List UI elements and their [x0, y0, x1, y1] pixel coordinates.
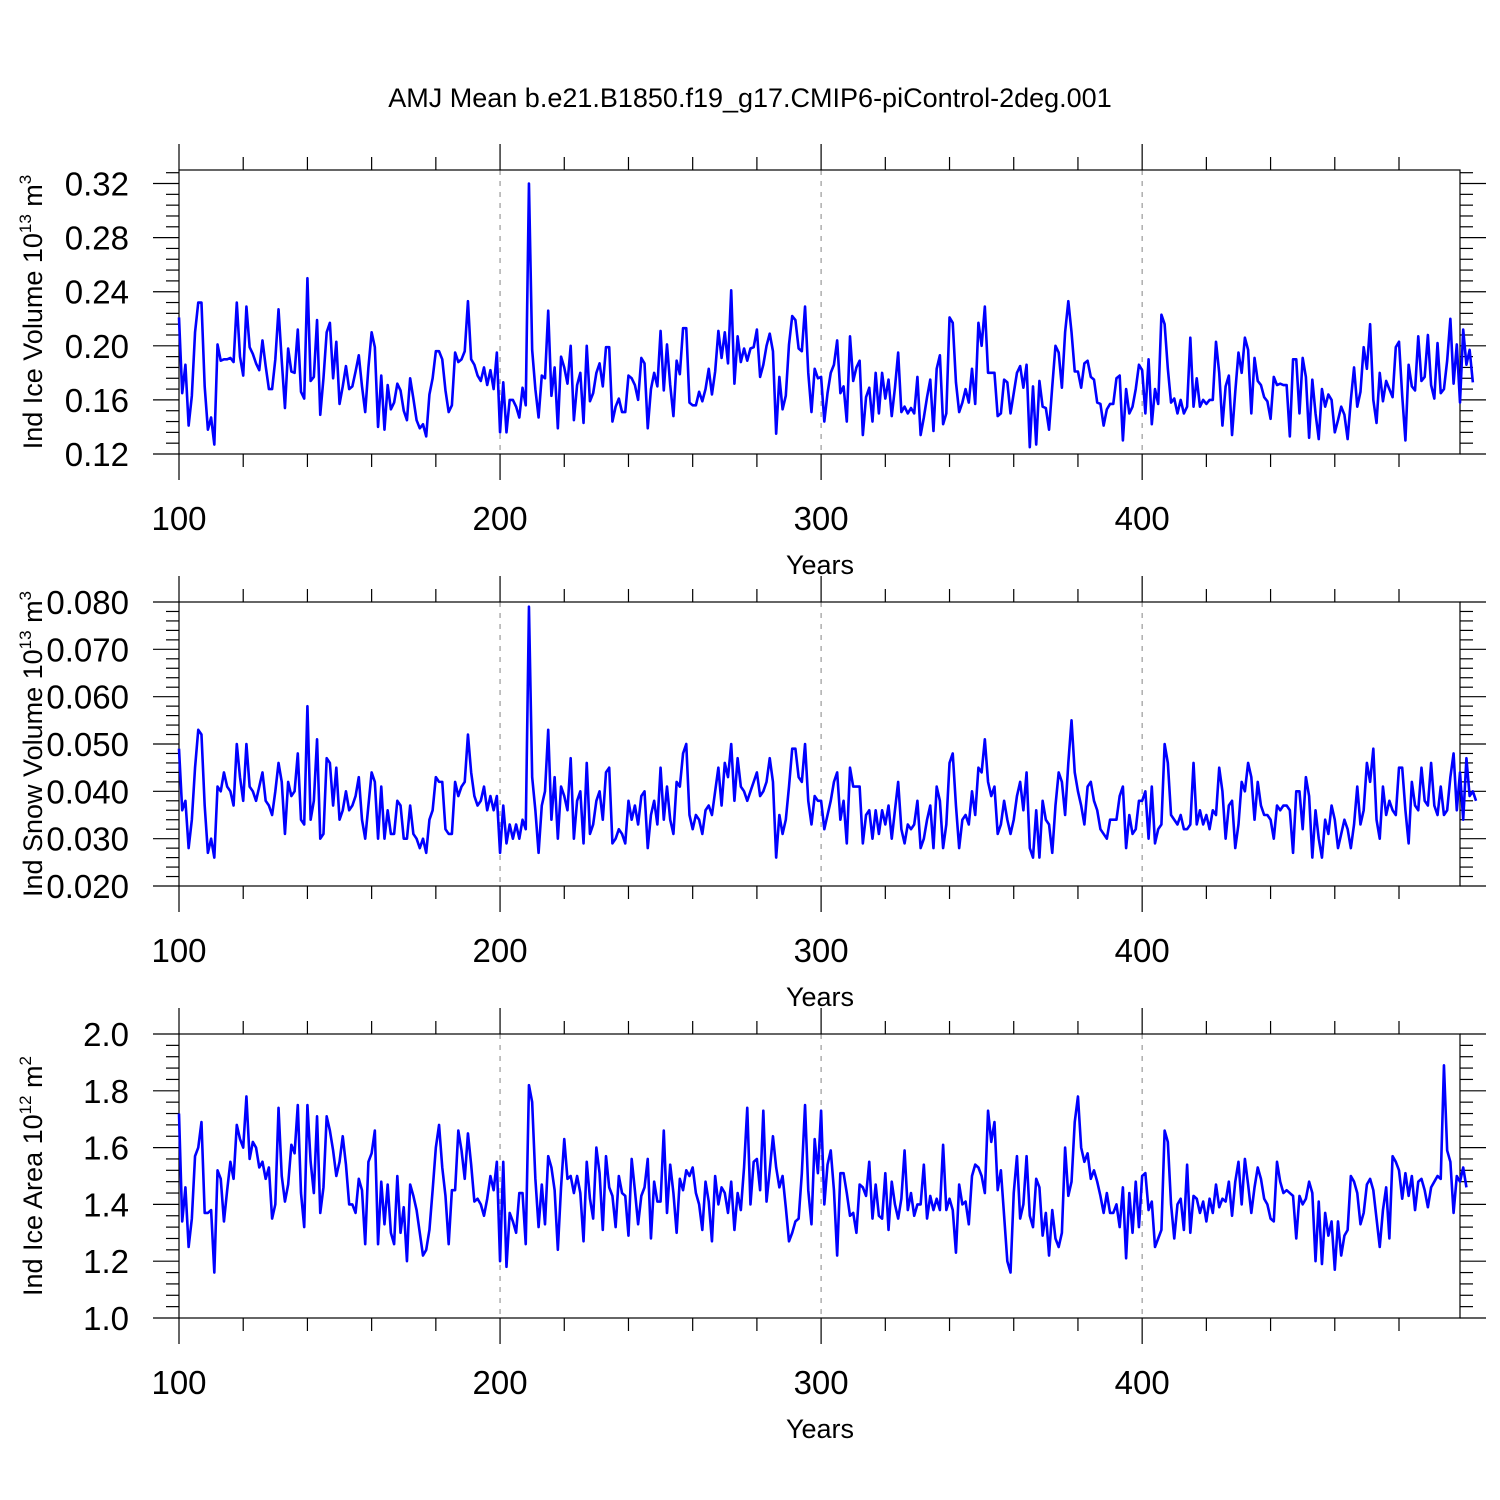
y-tick-label: 0.32 [65, 166, 129, 203]
x-tick-label: 200 [473, 500, 528, 537]
plot-frame [178, 1033, 1461, 1319]
x-tick-label: 300 [794, 1364, 849, 1401]
y-tick-label: 1.0 [83, 1300, 129, 1337]
y-tick-label: 0.040 [46, 773, 129, 810]
series-line [177, 605, 1478, 859]
y-tick-label: 0.070 [46, 631, 129, 668]
panel-2: 100 200 300 400 Years 0.020 0.030 0.040 0.050 0.0… [16, 576, 1486, 1012]
chart-title: AMJ Mean b.e21.B1850.f19_g17.CMIP6-piCon… [388, 83, 1111, 113]
x-tick-label: 400 [1115, 932, 1170, 969]
series-line [177, 1063, 1468, 1274]
plot-frame [178, 169, 1461, 455]
x-axis-label: Years [786, 550, 854, 580]
y-tick-label: 1.2 [83, 1243, 129, 1280]
plot-frame [178, 601, 1461, 887]
panel-1: 100 200 300 400 Years 0.12 0.16 0.20 0.24 0.28 0.3… [16, 144, 1486, 580]
y-axis-label: Ind Ice Area 1012 m2 [16, 1056, 48, 1296]
y-tick-label: 0.16 [65, 382, 129, 419]
y-tick-label: 0.050 [46, 726, 129, 763]
y-tick-label: 1.8 [83, 1073, 129, 1110]
y-tick-label: 0.20 [65, 328, 129, 365]
x-axis-label: Years [786, 1414, 854, 1444]
series-line [177, 182, 1475, 449]
y-axis-label: Ind Snow Volume 1013 m3 [16, 591, 48, 897]
x-axis-label: Years [786, 982, 854, 1012]
x-tick-label: 100 [151, 932, 206, 969]
y-tick-label: 0.020 [46, 868, 129, 905]
x-tick-label: 200 [473, 1364, 528, 1401]
y-tick-label: 2.0 [83, 1016, 129, 1053]
y-tick-label: 0.12 [65, 436, 129, 473]
y-axis-label: Ind Ice Volume 1013 m3 [16, 175, 48, 450]
y-tick-label: 0.030 [46, 821, 129, 858]
x-tick-label: 100 [151, 500, 206, 537]
x-tick-label: 300 [794, 932, 849, 969]
x-tick-label: 100 [151, 1364, 206, 1401]
y-tick-label: 1.6 [83, 1130, 129, 1167]
panel-3: 100 200 300 400 Years 1.0 1.2 1.4 1.6 1.8 2.0 Ind I… [16, 1008, 1486, 1444]
y-tick-label: 0.060 [46, 679, 129, 716]
x-tick-label: 300 [794, 500, 849, 537]
x-tick-label: 200 [473, 932, 528, 969]
y-tick-label: 0.080 [46, 584, 129, 621]
x-tick-label: 400 [1115, 1364, 1170, 1401]
y-tick-label: 0.24 [65, 274, 129, 311]
y-tick-label: 0.28 [65, 220, 129, 257]
x-tick-label: 400 [1115, 500, 1170, 537]
y-tick-label: 1.4 [83, 1186, 129, 1223]
